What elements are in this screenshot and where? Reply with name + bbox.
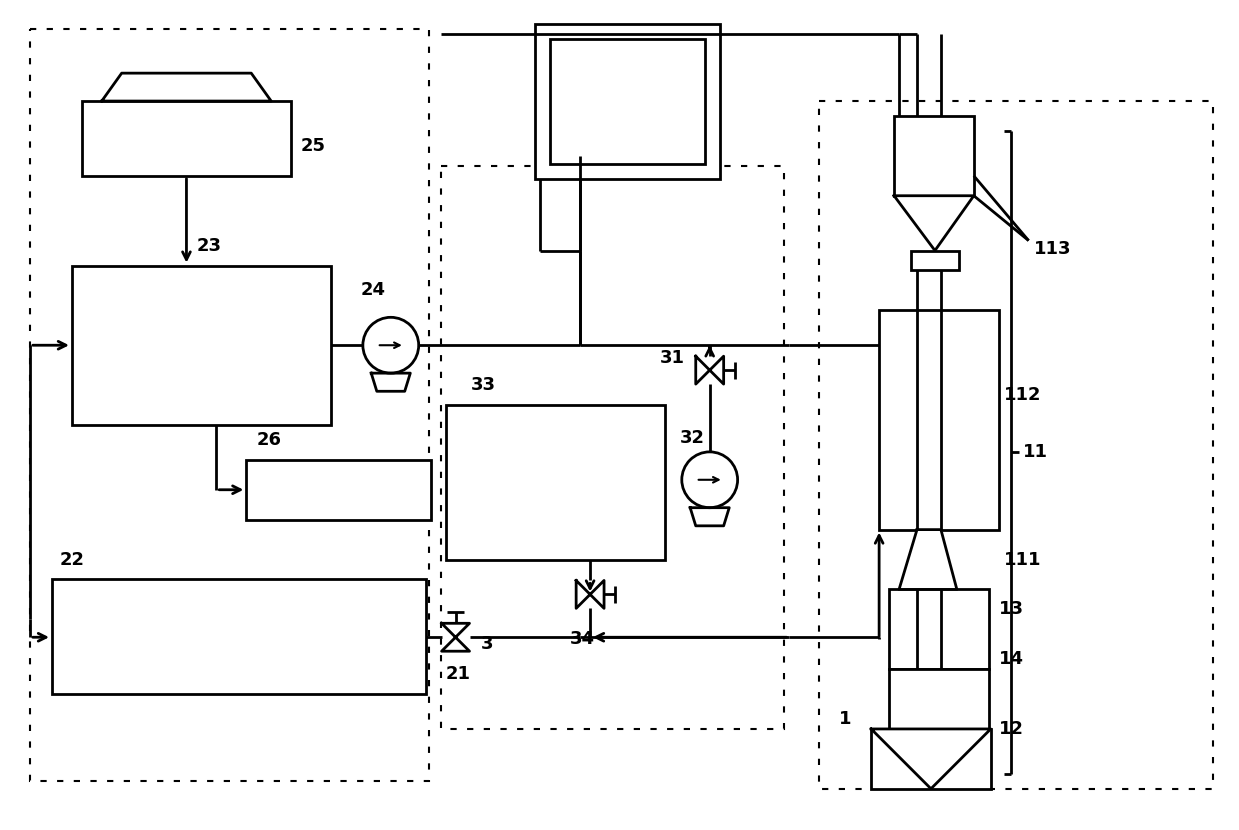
Bar bbox=[72, 266, 331, 425]
Bar bbox=[82, 101, 291, 176]
Bar bbox=[895, 116, 974, 196]
Bar bbox=[247, 460, 431, 520]
Text: 12: 12 bbox=[999, 720, 1023, 738]
Bar bbox=[890, 589, 989, 669]
Text: 32: 32 bbox=[680, 429, 705, 447]
Bar bbox=[446, 405, 665, 559]
Bar bbox=[880, 310, 999, 530]
Text: 33: 33 bbox=[471, 376, 496, 394]
Bar bbox=[540, 27, 710, 176]
Text: 11: 11 bbox=[1022, 443, 1048, 461]
Text: 22: 22 bbox=[59, 550, 85, 569]
Bar bbox=[441, 166, 784, 729]
Bar bbox=[535, 24, 720, 178]
Text: 13: 13 bbox=[999, 600, 1023, 618]
Bar bbox=[52, 579, 426, 694]
Text: 1: 1 bbox=[839, 710, 851, 728]
Bar bbox=[911, 251, 959, 271]
Text: 25: 25 bbox=[301, 137, 326, 155]
Bar bbox=[871, 729, 991, 788]
Text: 34: 34 bbox=[570, 630, 595, 648]
Text: 23: 23 bbox=[197, 237, 222, 255]
Text: 113: 113 bbox=[1033, 240, 1070, 257]
Text: 111: 111 bbox=[1004, 550, 1041, 569]
Bar bbox=[30, 29, 429, 781]
Polygon shape bbox=[900, 530, 957, 589]
Bar bbox=[890, 669, 989, 729]
Text: 3: 3 bbox=[481, 635, 493, 653]
Polygon shape bbox=[871, 729, 991, 788]
Polygon shape bbox=[102, 73, 271, 101]
Polygon shape bbox=[895, 196, 974, 251]
Text: 31: 31 bbox=[660, 349, 685, 367]
Text: 112: 112 bbox=[1004, 386, 1041, 404]
Text: 26: 26 bbox=[256, 431, 281, 449]
Text: 21: 21 bbox=[446, 665, 471, 683]
Bar bbox=[550, 39, 705, 164]
Text: 14: 14 bbox=[999, 650, 1023, 668]
Bar bbox=[819, 101, 1213, 788]
Text: 24: 24 bbox=[361, 281, 385, 300]
